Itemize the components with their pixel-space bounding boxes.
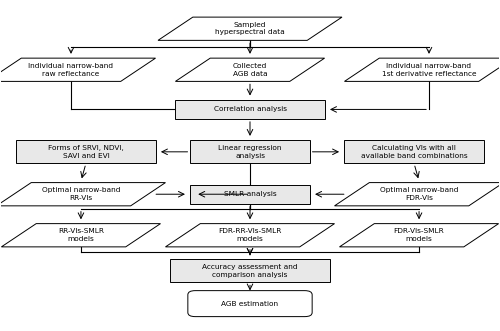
Polygon shape <box>340 224 498 247</box>
FancyBboxPatch shape <box>190 185 310 204</box>
FancyBboxPatch shape <box>170 259 330 282</box>
Text: AGB estimation: AGB estimation <box>222 301 278 307</box>
Text: Correlation analysis: Correlation analysis <box>214 107 286 113</box>
Text: FDR-RR-VIs-SMLR
models: FDR-RR-VIs-SMLR models <box>218 228 282 242</box>
Polygon shape <box>344 58 500 81</box>
Text: Calculating VIs with all
available band combinations: Calculating VIs with all available band … <box>361 145 468 159</box>
Text: Individual narrow-band
1st derivative reflectance: Individual narrow-band 1st derivative re… <box>382 63 476 76</box>
FancyBboxPatch shape <box>16 140 156 164</box>
Polygon shape <box>334 183 500 206</box>
Polygon shape <box>2 224 160 247</box>
Text: Sampled
hyperspectral data: Sampled hyperspectral data <box>215 22 285 35</box>
Text: Forms of SRVI, NDVI,
SAVI and EVI: Forms of SRVI, NDVI, SAVI and EVI <box>48 145 124 159</box>
FancyBboxPatch shape <box>188 291 312 317</box>
Polygon shape <box>158 17 342 40</box>
Text: Individual narrow-band
raw reflectance: Individual narrow-band raw reflectance <box>28 63 114 76</box>
FancyBboxPatch shape <box>190 140 310 164</box>
Polygon shape <box>0 183 166 206</box>
Text: SMLR analysis: SMLR analysis <box>224 191 276 197</box>
Text: Collected
AGB data: Collected AGB data <box>232 63 268 76</box>
Text: Optimal narrow-band
FDR-VIs: Optimal narrow-band FDR-VIs <box>380 187 458 201</box>
Polygon shape <box>166 224 334 247</box>
Text: RR-VIs-SMLR
models: RR-VIs-SMLR models <box>58 228 104 242</box>
Text: Accuracy assessment and
comparison analysis: Accuracy assessment and comparison analy… <box>202 264 298 278</box>
Text: Linear regression
analysis: Linear regression analysis <box>218 145 282 159</box>
FancyBboxPatch shape <box>176 100 324 119</box>
Polygon shape <box>0 58 156 81</box>
Polygon shape <box>176 58 324 81</box>
Text: FDR-VIs-SMLR
models: FDR-VIs-SMLR models <box>394 228 444 242</box>
FancyBboxPatch shape <box>344 140 484 164</box>
Text: Optimal narrow-band
RR-VIs: Optimal narrow-band RR-VIs <box>42 187 120 201</box>
